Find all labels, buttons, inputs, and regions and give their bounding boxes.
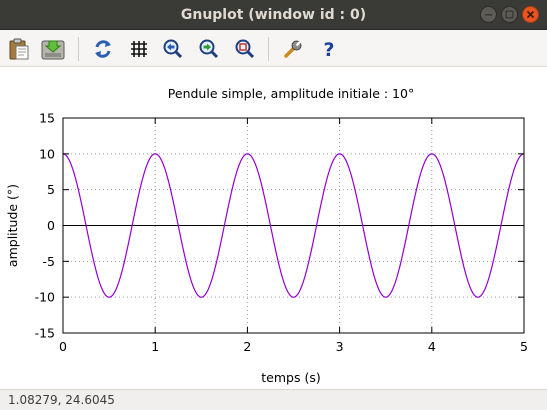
- zoom-previous-icon: [163, 39, 183, 59]
- minimize-button[interactable]: [480, 6, 497, 23]
- export-button[interactable]: [40, 36, 66, 62]
- chart-title: Pendule simple, amplitude initiale : 10°: [168, 86, 414, 101]
- grid-icon: [131, 41, 147, 57]
- chart[interactable]: Pendule simple, amplitude initiale : 10°…: [0, 67, 547, 389]
- previous-zoom-button[interactable]: [160, 36, 186, 62]
- y-axis-label: amplitude (°): [5, 184, 20, 267]
- help-icon: ?: [323, 39, 334, 60]
- x-tick-label: 3: [336, 339, 344, 354]
- y-tick-label: 10: [39, 146, 55, 161]
- replot-icon: [95, 40, 111, 58]
- close-button[interactable]: [522, 6, 539, 23]
- maximize-icon: [505, 10, 514, 19]
- clipboard-icon: [9, 38, 29, 60]
- cursor-coordinates: 1.08279, 24.6045: [8, 393, 115, 407]
- x-tick-label: 0: [59, 339, 67, 354]
- unzoom-button[interactable]: [232, 36, 258, 62]
- title-bar[interactable]: Gnuplot (window id : 0): [0, 0, 547, 30]
- copy-to-clipboard-button[interactable]: [6, 36, 32, 62]
- help-button[interactable]: ?: [316, 36, 342, 62]
- toolbar-separator: [78, 37, 79, 61]
- settings-button[interactable]: [280, 36, 306, 62]
- toolbar: ?: [0, 30, 547, 67]
- export-icon: [41, 40, 65, 60]
- plot-area[interactable]: Pendule simple, amplitude initiale : 10°…: [0, 67, 547, 389]
- x-axis-label: temps (s): [261, 370, 320, 385]
- unzoom-icon: [235, 39, 255, 59]
- y-tick-label: -10: [35, 290, 55, 305]
- x-tick-label: 1: [151, 339, 159, 354]
- y-tick-label: -5: [43, 254, 55, 269]
- close-icon: [526, 10, 535, 19]
- window-controls: [480, 6, 539, 23]
- status-bar: 1.08279, 24.6045: [0, 389, 547, 410]
- x-tick-label: 2: [243, 339, 251, 354]
- minimize-icon: [485, 14, 492, 16]
- y-tick-label: 5: [47, 182, 55, 197]
- window-title: Gnuplot (window id : 0): [180, 6, 367, 23]
- maximize-button[interactable]: [501, 6, 518, 23]
- y-tick-label: -15: [35, 326, 55, 341]
- replot-button[interactable]: [90, 36, 116, 62]
- series: [62, 153, 525, 298]
- ticks: 0 1 2 3 4 5 15 10 5 0 -5 -10 -15: [35, 111, 528, 355]
- next-zoom-button[interactable]: [196, 36, 222, 62]
- x-tick-label: 4: [428, 339, 436, 354]
- y-tick-label: 0: [47, 218, 55, 233]
- toggle-grid-button[interactable]: [126, 36, 152, 62]
- pendulum-curve: [62, 153, 525, 298]
- settings-icon: [284, 40, 302, 58]
- y-tick-label: 15: [39, 111, 55, 126]
- x-tick-label: 5: [520, 339, 528, 354]
- toolbar-separator: [268, 37, 269, 61]
- svg-text:?: ?: [323, 39, 334, 60]
- zoom-next-icon: [199, 39, 219, 59]
